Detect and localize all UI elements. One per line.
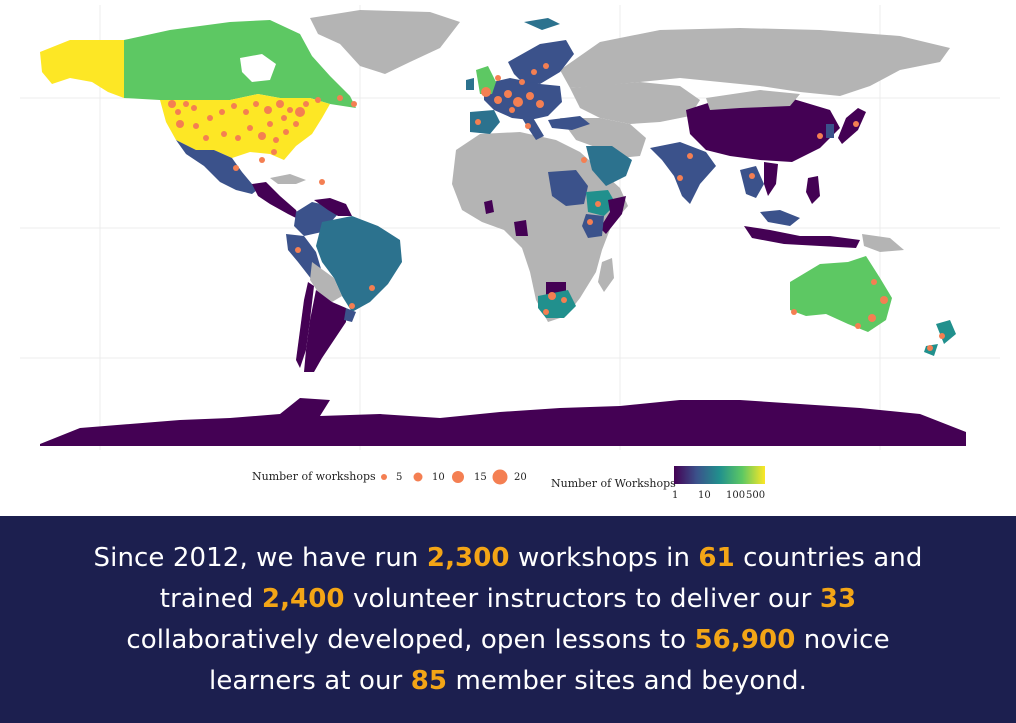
country-australia [790, 256, 892, 332]
size-legend-dot-5 [381, 474, 387, 480]
country-saudi-arabia [586, 146, 632, 186]
country-korea [826, 124, 834, 138]
country-india [650, 142, 716, 204]
country-chile [296, 282, 314, 368]
country-japan [838, 108, 866, 144]
country-venezuela [314, 198, 352, 216]
island-cuba [270, 174, 306, 184]
country-colombia [294, 202, 338, 236]
country-greenland [310, 10, 460, 74]
country-malaysia [760, 210, 800, 226]
color-legend: Number of Workshops 1 10 100 500 [551, 466, 765, 501]
stats-text-6: novice learners at our [209, 624, 890, 696]
stats-text-2: workshops in [509, 542, 699, 573]
size-legend-dot-20 [492, 469, 508, 485]
country-vietnam [764, 162, 778, 196]
size-legend-label-5: 5 [396, 472, 402, 483]
country-russia [560, 28, 950, 96]
country-argentina [304, 290, 346, 372]
size-legend-dot-15 [452, 471, 464, 483]
region-middle-east [560, 118, 646, 158]
country-alaska [40, 40, 124, 98]
country-central-america [252, 182, 300, 220]
stats-text-3: countries and trained [159, 542, 923, 614]
hudson-bay [240, 54, 276, 82]
country-canada [124, 20, 356, 108]
size-legend-label-10: 10 [432, 472, 445, 483]
color-legend-tick-100: 100 [726, 490, 745, 501]
color-legend-tick-10: 10 [698, 490, 711, 501]
region-scandinavia [508, 40, 574, 84]
region-iceland-norway [524, 18, 560, 30]
stat-lessons: 33 [819, 583, 857, 614]
country-somalia [600, 196, 626, 234]
country-uk [476, 66, 496, 94]
stat-countries: 61 [698, 542, 735, 573]
size-legend-label-15: 15 [474, 472, 487, 483]
country-philippines [806, 176, 820, 204]
size-legend-label-20: 20 [514, 472, 527, 483]
country-china [686, 96, 840, 162]
country-thailand [740, 166, 764, 198]
world-map: Number of workshops 5 10 15 20 Number of… [20, 5, 1000, 501]
stats-banner: Since 2012, we have run 2,300 workshops … [0, 516, 1016, 723]
size-legend: Number of workshops 5 10 15 20 [252, 469, 527, 485]
country-ireland [466, 78, 474, 90]
size-legend-title: Number of workshops [252, 470, 376, 483]
country-turkey [548, 116, 590, 130]
region-central-asia [570, 82, 700, 124]
country-sudan [548, 170, 588, 206]
region-italy [522, 116, 544, 140]
country-indonesia [744, 226, 860, 248]
color-legend-title: Number of Workshops [551, 477, 676, 490]
country-brazil [316, 216, 402, 312]
stat-instructors: 2,400 [261, 583, 345, 614]
workshop-dots [168, 63, 945, 351]
color-legend-bar [674, 466, 765, 484]
region-iberia [470, 110, 500, 134]
stat-workshops: 2,300 [426, 542, 510, 573]
stats-text-7: member sites and beyond. [447, 665, 807, 696]
color-legend-tick-500: 500 [746, 490, 765, 501]
stats-text-5: collaboratively developed, open lessons … [126, 624, 695, 655]
color-legend-tick-1: 1 [672, 490, 678, 501]
region-western-europe [484, 78, 562, 120]
continent-antarctica [40, 398, 966, 446]
stat-member-sites: 85 [410, 665, 448, 696]
country-cameroon [514, 220, 528, 236]
country-uruguay [344, 308, 356, 322]
country-mongolia [706, 90, 800, 110]
country-mexico [176, 140, 262, 194]
size-legend-dot-10 [413, 472, 423, 482]
world-map-svg: Number of workshops 5 10 15 20 Number of… [20, 5, 1000, 501]
stats-text-4: volunteer instructors to deliver our [344, 583, 820, 614]
stats-text-1: Since 2012, we have run [93, 542, 427, 573]
stat-learners: 56,900 [694, 624, 796, 655]
country-papua-new-guinea [862, 234, 904, 252]
continent-africa [452, 132, 628, 322]
stats-text: Since 2012, we have run 2,300 workshops … [78, 538, 938, 702]
country-ethiopia [586, 190, 616, 216]
country-ghana [484, 200, 494, 214]
country-kenya [582, 214, 604, 238]
island-madagascar [598, 258, 614, 292]
